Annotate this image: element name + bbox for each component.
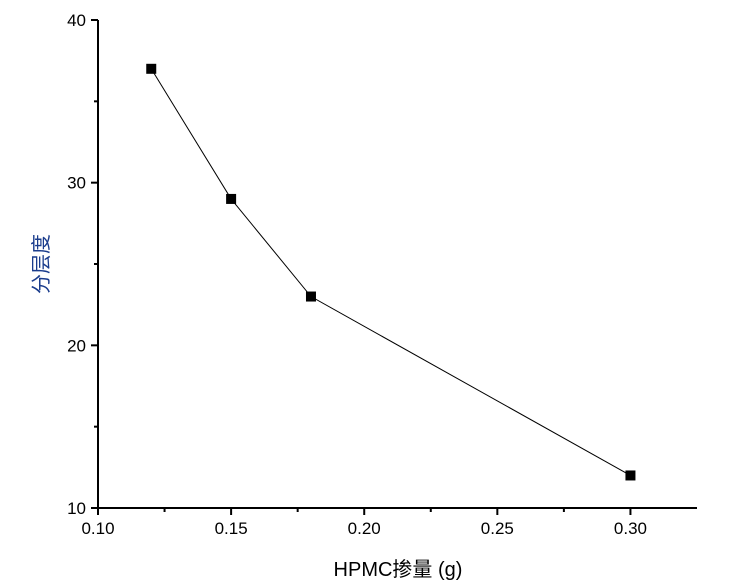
x-axis-label: HPMC掺量 (g)	[334, 558, 463, 581]
x-tick-label: 0.30	[614, 519, 647, 538]
y-tick-label: 30	[67, 174, 86, 193]
y-axis-label: 分层度	[30, 234, 53, 294]
x-tick-label: 0.20	[348, 519, 381, 538]
y-tick-label: 40	[67, 11, 86, 30]
data-point	[226, 193, 237, 204]
y-tick-label: 10	[67, 499, 86, 518]
data-point	[625, 470, 636, 481]
x-tick-label: 0.25	[481, 519, 514, 538]
series-line	[150, 68, 631, 476]
data-point	[305, 291, 316, 302]
x-tick-label: 0.10	[81, 519, 114, 538]
data-point	[146, 63, 157, 74]
x-tick-label: 0.15	[215, 519, 248, 538]
y-tick-label: 20	[67, 336, 86, 355]
